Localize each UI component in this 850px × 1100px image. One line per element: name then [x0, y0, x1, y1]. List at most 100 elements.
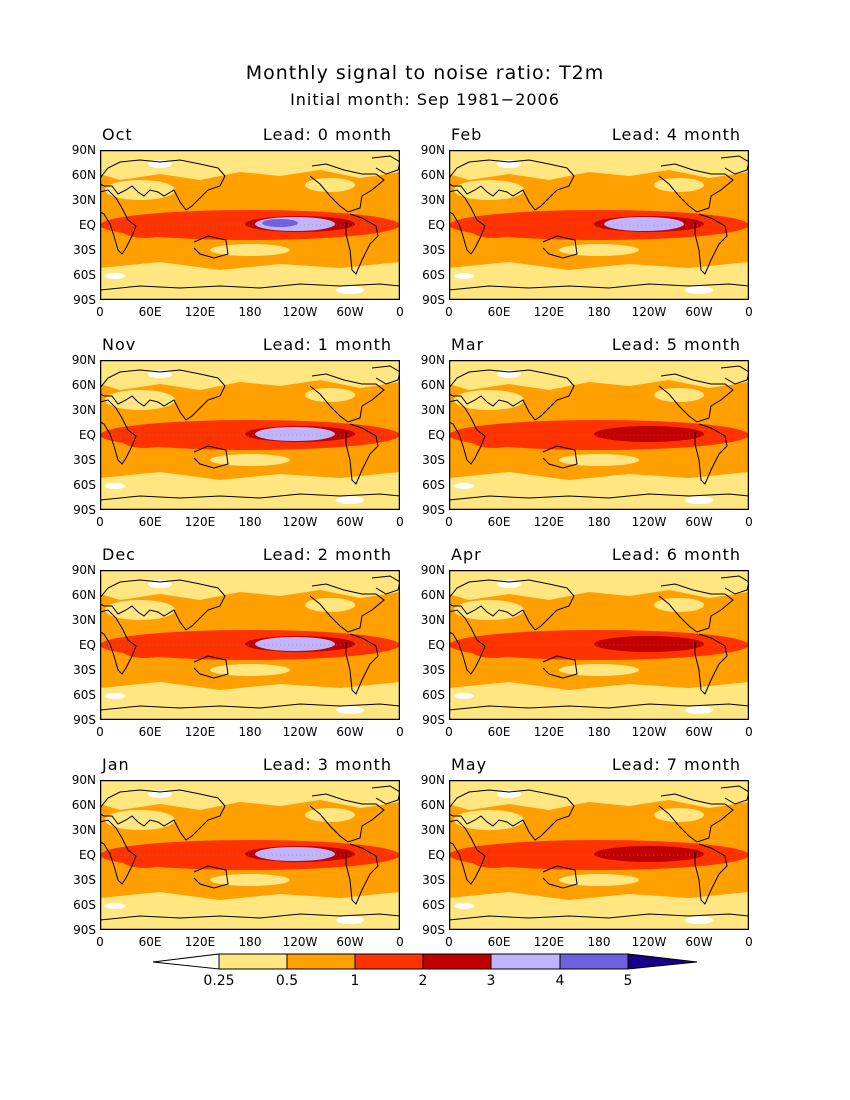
lat-tick-label: 60N — [71, 378, 96, 392]
lat-tick-label: 90N — [71, 563, 96, 577]
lon-tick-label: 180 — [238, 305, 262, 319]
lat-tick-label: 30S — [422, 453, 445, 467]
lat-tick-label: 90S — [73, 293, 96, 307]
panel-month-label: May — [451, 755, 488, 774]
lon-tick-label: 60W — [685, 515, 713, 529]
colorbar-tick-label: 5 — [623, 973, 633, 989]
lon-tick-label: 60E — [138, 725, 162, 739]
lon-tick-label: 60W — [336, 515, 364, 529]
signal-noise-map — [100, 570, 400, 720]
panel-lead-label: Lead: 2 month — [262, 545, 392, 564]
lat-tick-label: 90S — [73, 503, 96, 517]
lat-tick-label: 60S — [73, 268, 96, 282]
map-panel-oct: Oct Lead: 0 month 90N 60N 30N EQ 30S 60S 90S 0 60E… — [72, 125, 404, 319]
lon-tick-label: 60W — [685, 725, 713, 739]
colorbar-tick-label: 3 — [486, 973, 496, 989]
lon-tick-label: 180 — [238, 725, 262, 739]
colorbar-segment — [490, 953, 561, 970]
colorbar-tick-label: 2 — [418, 973, 428, 989]
lon-tick-label: 0 — [396, 305, 404, 319]
colorbar-segment — [559, 953, 629, 970]
lon-tick-label: 120W — [631, 935, 667, 949]
lat-tick-label: EQ — [78, 218, 96, 232]
lat-tick-label: EQ — [427, 638, 445, 652]
colorbar-low-arrow — [152, 953, 220, 970]
lon-tick-label: 0 — [445, 515, 453, 529]
lat-tick-label: 90N — [71, 353, 96, 367]
map-panel-apr: Apr Lead: 6 month 90N 60N 30N EQ 30S 60S 90S 0 60E… — [421, 545, 753, 739]
lon-tick-label: 0 — [445, 935, 453, 949]
lon-tick-label: 60E — [138, 515, 162, 529]
map-panel-may: May Lead: 7 month 90N 60N 30N EQ 30S 60S 90S 0 60E… — [421, 755, 753, 949]
lat-tick-label: 90S — [422, 923, 445, 937]
lon-tick-label: 0 — [445, 305, 453, 319]
lat-tick-label: 30N — [420, 823, 445, 837]
lon-tick-label: 0 — [745, 725, 753, 739]
lat-tick-label: 30S — [73, 243, 96, 257]
lon-tick-label: 0 — [396, 935, 404, 949]
lat-tick-label: 60S — [422, 688, 445, 702]
lon-tick-label: 60W — [336, 935, 364, 949]
lon-tick-label: 60E — [138, 935, 162, 949]
lat-tick-label: 60N — [71, 168, 96, 182]
panel-lead-label: Lead: 5 month — [611, 335, 741, 354]
lat-tick-label: 30S — [422, 243, 445, 257]
main-title: Monthly signal to noise ratio: T2m — [245, 62, 605, 84]
panel-lead-label: Lead: 6 month — [611, 545, 741, 564]
lon-tick-label: 60W — [685, 935, 713, 949]
lon-tick-label: 180 — [238, 515, 262, 529]
lon-tick-label: 120W — [282, 725, 318, 739]
lon-tick-label: 0 — [745, 515, 753, 529]
lat-tick-label: 90N — [420, 563, 445, 577]
lon-tick-label: 120W — [631, 515, 667, 529]
lon-tick-label: 0 — [96, 515, 104, 529]
lat-tick-label: EQ — [427, 428, 445, 442]
lat-tick-label: 60S — [73, 478, 96, 492]
lat-tick-label: 90N — [420, 143, 445, 157]
lon-tick-label: 0 — [445, 725, 453, 739]
colorbar-segment — [422, 953, 492, 970]
colorbar-tick-label: 0.5 — [275, 973, 299, 989]
panel-month-label: Apr — [451, 545, 482, 564]
signal-noise-map — [100, 150, 400, 300]
lon-tick-label: 120E — [533, 515, 565, 529]
lat-tick-label: 60S — [422, 898, 445, 912]
signal-noise-map — [449, 570, 749, 720]
lat-tick-label: 60S — [73, 688, 96, 702]
panel-month-label: Jan — [102, 755, 130, 774]
lat-tick-label: 60S — [422, 268, 445, 282]
signal-noise-map — [449, 780, 749, 930]
lat-tick-label: 60S — [73, 898, 96, 912]
lon-tick-label: 0 — [745, 935, 753, 949]
lon-tick-label: 120E — [184, 725, 216, 739]
panel-month-label: Mar — [451, 335, 485, 354]
lat-tick-label: 30S — [73, 663, 96, 677]
lon-tick-label: 120E — [184, 305, 216, 319]
lat-tick-label: 90S — [73, 713, 96, 727]
lon-tick-label: 120E — [184, 515, 216, 529]
lon-tick-label: 120W — [282, 935, 318, 949]
panel-month-label: Oct — [102, 125, 133, 144]
lat-tick-label: 90N — [71, 773, 96, 787]
lon-tick-label: 120W — [282, 515, 318, 529]
lat-tick-label: 60N — [420, 798, 445, 812]
lon-tick-label: 120W — [631, 725, 667, 739]
panel-lead-label: Lead: 3 month — [262, 755, 392, 774]
lon-tick-label: 60E — [138, 305, 162, 319]
lat-tick-label: 30S — [73, 453, 96, 467]
colorbar-high-arrow — [627, 953, 698, 970]
panel-lead-label: Lead: 4 month — [611, 125, 741, 144]
lat-tick-label: EQ — [78, 428, 96, 442]
map-panel-jan: Jan Lead: 3 month 90N 60N 30N EQ 30S 60S 90S 0 60E… — [72, 755, 404, 949]
colorbar-tick-label: 1 — [350, 973, 360, 989]
lon-tick-label: 60E — [487, 725, 511, 739]
map-panel-mar: Mar Lead: 5 month 90N 60N 30N EQ 30S 60S 90S 0 60E… — [421, 335, 753, 529]
lat-tick-label: 90S — [422, 293, 445, 307]
lon-tick-label: 120E — [533, 725, 565, 739]
lat-tick-label: 30S — [422, 663, 445, 677]
colorbar-segment — [354, 953, 424, 970]
map-panel-feb: Feb Lead: 4 month 90N 60N 30N EQ 30S 60S 90S 0 60E… — [421, 125, 753, 319]
lat-tick-label: 30S — [73, 873, 96, 887]
colorbar-segment — [218, 953, 288, 970]
lon-tick-label: 120E — [533, 935, 565, 949]
